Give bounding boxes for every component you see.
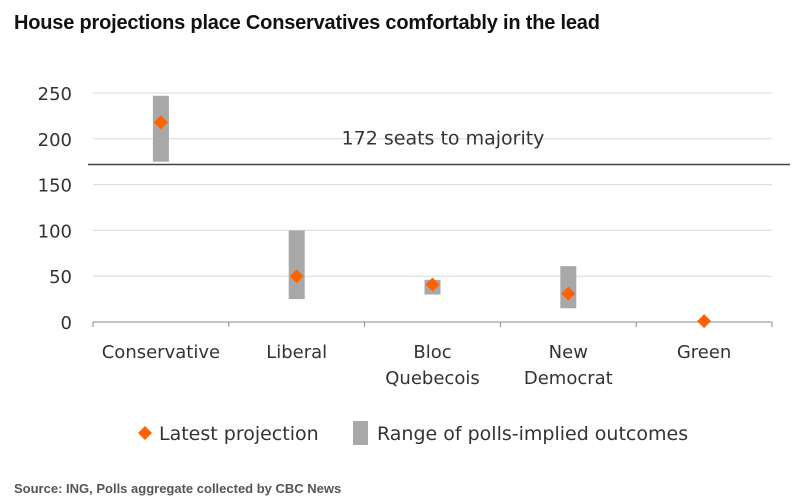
y-tick-label: 50 [49, 267, 72, 288]
projection-marker [289, 269, 304, 284]
legend: Latest projection Range of polls-implied … [138, 421, 688, 445]
category-label: Green [677, 342, 732, 363]
y-tick-label: 0 [61, 313, 72, 334]
category-label: Liberal [266, 342, 327, 363]
legend-marker-diamond [138, 426, 152, 440]
gridlines [93, 92, 772, 277]
y-axis-tick-labels: 0 50 100 150 200 250 [38, 84, 72, 334]
projection-marker [697, 314, 712, 329]
range-bar [288, 230, 305, 300]
projection-markers [153, 115, 712, 329]
y-tick-label: 250 [38, 84, 72, 105]
legend-marker-range [353, 421, 368, 445]
majority-line-group: 172 seats to majority [88, 127, 790, 166]
legend-label-projection: Latest projection [159, 423, 319, 445]
category-label: New Democrat [524, 342, 613, 389]
x-axis [92, 321, 773, 327]
y-tick-label: 150 [38, 176, 72, 197]
category-label: Conservative [102, 342, 220, 363]
projection-marker [153, 115, 168, 130]
source-note: Source: ING, Polls aggregate collected b… [14, 481, 342, 496]
category-label-line: Democrat [524, 368, 613, 389]
category-label-line: Conservative [102, 342, 220, 363]
category-label: Bloc Quebecois [385, 342, 479, 389]
category-labels: Conservative Liberal Bloc Quebecois New Democ… [102, 342, 732, 389]
category-label-line: Liberal [266, 342, 327, 363]
category-label-line: Bloc [413, 342, 451, 363]
category-label-line: New [549, 342, 588, 363]
projection-marker [425, 277, 440, 292]
y-tick-label: 100 [38, 221, 72, 242]
category-label-line: Quebecois [385, 368, 479, 389]
projection-marker [561, 286, 576, 301]
majority-label: 172 seats to majority [342, 127, 545, 149]
y-tick-label: 200 [38, 130, 72, 151]
chart-title: House projections place Conservatives co… [14, 12, 600, 34]
category-label-line: Green [677, 342, 732, 363]
legend-label-range: Range of polls-implied outcomes [377, 423, 688, 445]
